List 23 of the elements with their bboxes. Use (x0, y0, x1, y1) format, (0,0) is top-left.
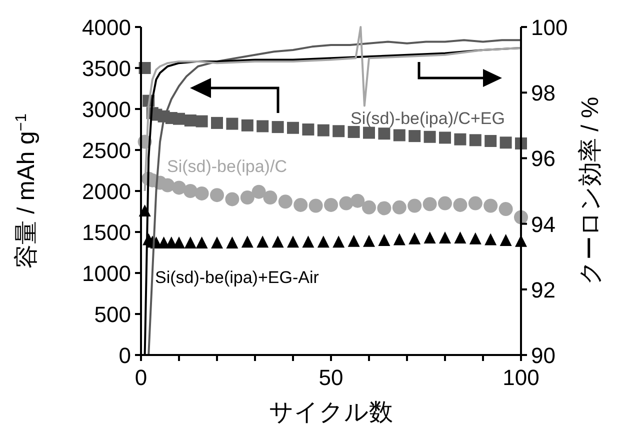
y-tick-label: 2000 (82, 179, 131, 204)
series-label: Si(sd)-be(ipa)+EG-Air (155, 268, 320, 287)
y-tick-label: 0 (118, 343, 131, 368)
x-tick-label: 0 (134, 365, 148, 390)
x-tick-label: 100 (502, 365, 540, 390)
x-axis-title: サイクル数 (269, 399, 393, 426)
y2-tick-label: 96 (531, 146, 556, 172)
y-tick-label: 1500 (82, 220, 131, 245)
series-label: Si(sd)-be(ipa)/C+EG (350, 109, 505, 128)
y-tick-label: 3500 (82, 56, 131, 81)
y-tick-label: 3000 (82, 97, 131, 122)
series-label: Si(sd)-be(ipa)/C (167, 157, 287, 176)
y2-tick-label: 90 (531, 343, 556, 368)
y2-tick-label: 92 (531, 277, 556, 302)
y-tick-label: 4000 (82, 15, 131, 40)
y-tick-label: 1000 (82, 261, 131, 286)
x-tick-label: 50 (318, 365, 344, 390)
y-tick-label: 2500 (82, 138, 131, 163)
y2-axis-title: クーロン効率 / % (577, 96, 604, 286)
y2-tick-label: 100 (531, 15, 568, 40)
y2-tick-label: 94 (531, 212, 556, 237)
y-tick-label: 500 (94, 302, 131, 327)
y2-tick-label: 98 (531, 80, 556, 106)
